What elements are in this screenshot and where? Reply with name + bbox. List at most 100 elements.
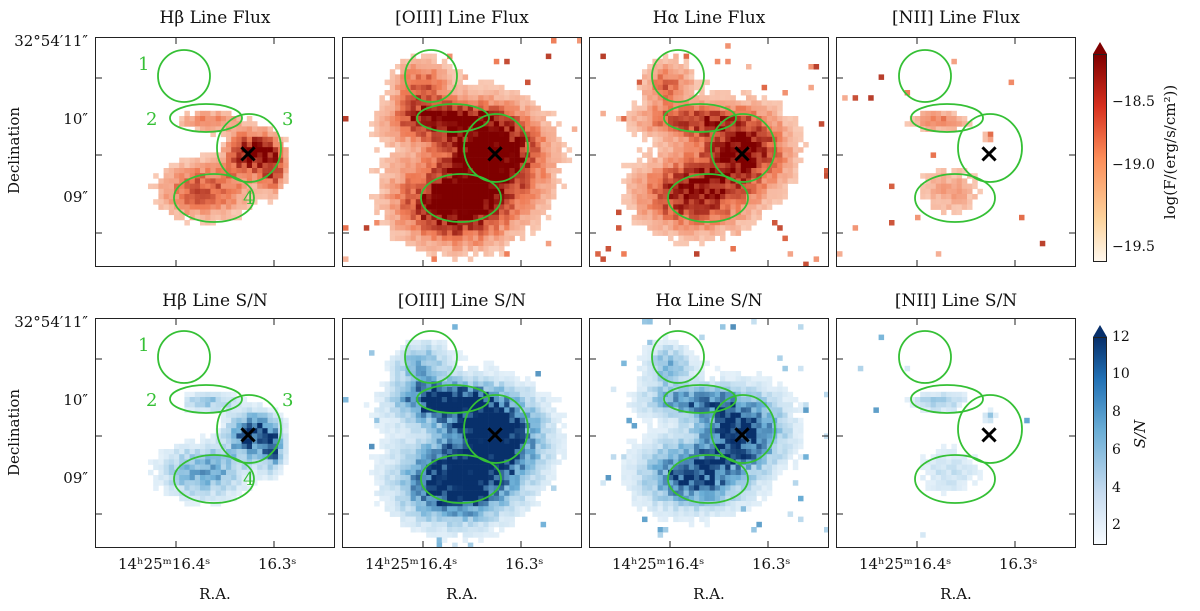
map-pixel bbox=[678, 350, 684, 356]
map-pixel bbox=[431, 95, 437, 101]
map-pixel bbox=[704, 391, 710, 398]
map-pixel bbox=[163, 454, 170, 460]
map-pixel bbox=[215, 391, 222, 398]
map-pixel bbox=[746, 417, 752, 424]
map-pixel bbox=[787, 407, 794, 413]
map-pixel bbox=[540, 188, 547, 195]
nucleus-marker-icon: × bbox=[731, 139, 753, 169]
map-pixel bbox=[257, 459, 263, 465]
map-pixel bbox=[400, 501, 406, 507]
map-pixel bbox=[384, 209, 391, 216]
map-pixel bbox=[384, 381, 391, 387]
map-pixel bbox=[673, 454, 679, 460]
map-pixel bbox=[694, 204, 700, 210]
map-pixel bbox=[772, 126, 778, 132]
map-pixel bbox=[384, 490, 391, 497]
map-pixel bbox=[652, 397, 658, 403]
map-pixel bbox=[782, 116, 788, 122]
map-pixel bbox=[714, 365, 721, 372]
map-pixel bbox=[415, 58, 422, 65]
map-pixel bbox=[504, 168, 510, 174]
map-pixel bbox=[525, 214, 531, 221]
map-pixel bbox=[631, 501, 638, 507]
map-pixel bbox=[725, 126, 731, 132]
map-pixel bbox=[153, 464, 159, 471]
map-pixel bbox=[405, 339, 411, 346]
map-pixel bbox=[525, 443, 531, 450]
map-pixel bbox=[267, 464, 274, 471]
map-pixel bbox=[636, 480, 643, 486]
map-pixel bbox=[668, 412, 674, 419]
map-pixel bbox=[467, 168, 474, 174]
map-pixel bbox=[462, 532, 469, 538]
map-pixel bbox=[462, 521, 469, 528]
map-pixel bbox=[447, 251, 453, 257]
map-pixel bbox=[951, 121, 957, 127]
map-pixel bbox=[395, 173, 401, 179]
map-pixel bbox=[400, 449, 406, 455]
map-pixel bbox=[761, 121, 768, 127]
map-pixel bbox=[673, 58, 679, 65]
map-pixel bbox=[730, 136, 736, 143]
map-pixel bbox=[647, 157, 653, 164]
map-pixel bbox=[657, 220, 664, 226]
map-pixel bbox=[200, 168, 206, 174]
map-pixel bbox=[431, 521, 437, 528]
map-pixel bbox=[421, 173, 427, 179]
map-pixel bbox=[205, 464, 211, 471]
map-pixel bbox=[504, 95, 510, 101]
map-pixel bbox=[257, 464, 263, 471]
map-pixel bbox=[426, 402, 432, 408]
map-pixel bbox=[683, 350, 690, 356]
map-pixel bbox=[540, 485, 547, 491]
map-pixel bbox=[709, 376, 716, 382]
map-pixel bbox=[519, 381, 526, 387]
map-pixel bbox=[509, 376, 515, 382]
map-pixel bbox=[514, 126, 521, 132]
map-pixel bbox=[678, 199, 684, 205]
map-pixel bbox=[509, 516, 515, 523]
map-pixel bbox=[215, 469, 222, 476]
map-pixel bbox=[730, 475, 736, 481]
map-pixel bbox=[657, 105, 664, 112]
map-pixel bbox=[462, 464, 469, 471]
map-pixel bbox=[714, 121, 721, 127]
map-pixel bbox=[551, 173, 557, 179]
map-pixel bbox=[678, 345, 684, 351]
map-pixel bbox=[452, 74, 458, 80]
map-pixel bbox=[535, 449, 541, 455]
map-pixel bbox=[447, 475, 453, 481]
map-pixel bbox=[668, 178, 674, 184]
map-pixel bbox=[688, 490, 695, 497]
map-pixel bbox=[499, 480, 505, 486]
map-pixel bbox=[647, 443, 653, 450]
map-pixel bbox=[447, 454, 453, 460]
map-pixel bbox=[714, 225, 721, 231]
map-pixel bbox=[447, 391, 453, 398]
map-pixel bbox=[662, 168, 669, 174]
map-pixel bbox=[493, 381, 500, 387]
map-pixel bbox=[179, 194, 185, 200]
map-pixel bbox=[447, 95, 453, 101]
map-pixel bbox=[431, 428, 437, 434]
map-pixel bbox=[504, 240, 510, 247]
map-pixel bbox=[184, 480, 190, 486]
map-pixel bbox=[720, 480, 726, 486]
map-pixel bbox=[493, 58, 500, 65]
map-pixel bbox=[761, 391, 768, 398]
map-pixel bbox=[431, 110, 437, 117]
map-pixel bbox=[642, 449, 648, 455]
map-pixel bbox=[714, 142, 721, 148]
map-pixel bbox=[519, 469, 526, 476]
map-pixel bbox=[405, 521, 411, 528]
map-pixel bbox=[272, 464, 279, 471]
map-pixel bbox=[803, 261, 809, 266]
map-pixel bbox=[257, 469, 263, 476]
map-pixel bbox=[730, 116, 736, 122]
map-pixel bbox=[657, 162, 664, 169]
map-pixel bbox=[720, 168, 726, 174]
map-pixel bbox=[761, 464, 768, 471]
map-pixel bbox=[400, 511, 406, 517]
map-pixel bbox=[262, 183, 268, 190]
map-pixel bbox=[772, 454, 778, 460]
